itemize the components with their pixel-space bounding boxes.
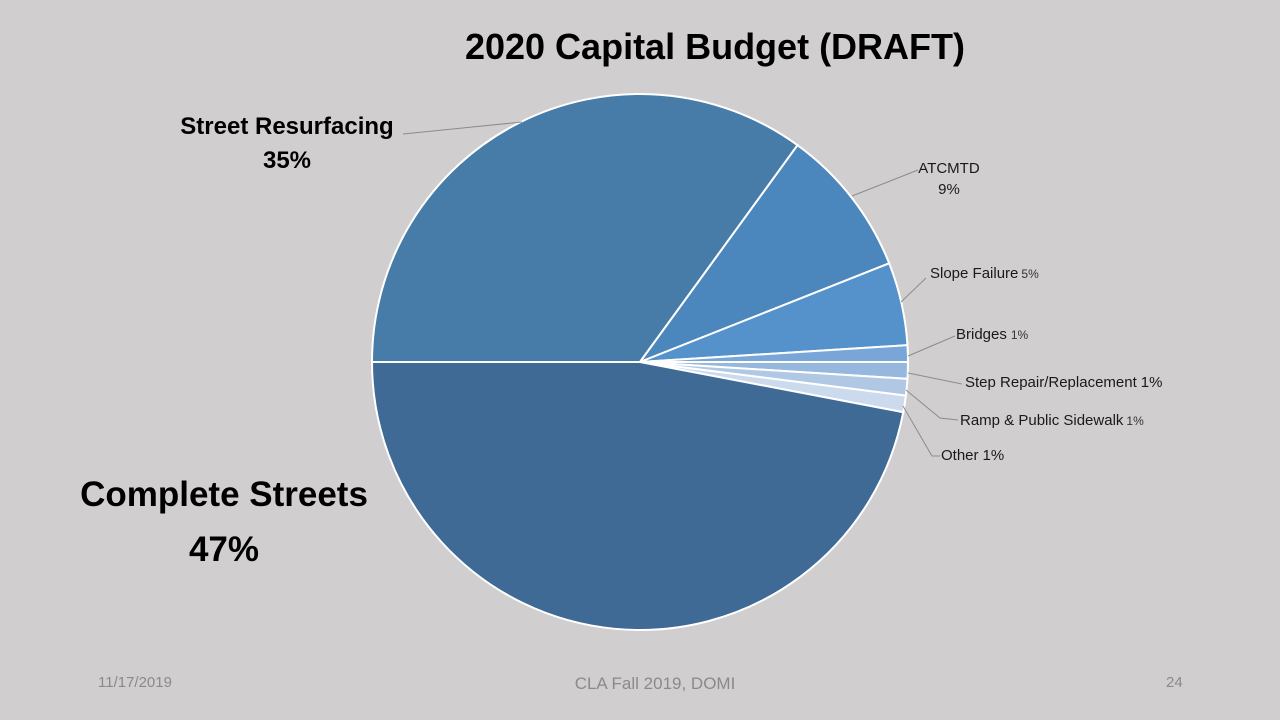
label-bridges-name: Bridges [956,326,1007,343]
label-other-value: 1% [983,447,1005,464]
label-atcmtd-name: ATCMTD [918,160,980,177]
label-bridges: Bridges 1% [956,326,1029,343]
pie-slice-complete-streets [370,361,905,631]
label-street-resurfacing-value: 35% [263,147,311,174]
label-step-repair-value: 1% [1141,374,1163,391]
leader-slope-failure [900,277,927,303]
label-complete-streets-value: 47% [189,530,259,569]
chart-title: 2020 Capital Budget (DRAFT) [464,26,966,67]
label-ramp-sidewalk: Ramp & Public Sidewalk 1% [960,412,1144,429]
leader-step-repair [907,372,963,385]
leader-lines [402,121,963,457]
label-slope-failure-value: 5% [1021,267,1039,281]
label-other-name: Other [941,447,979,464]
label-ramp-sidewalk-value: 1% [1126,414,1144,428]
label-complete-streets-name: Complete Streets [80,475,368,514]
label-atcmtd-value: 9% [938,181,960,198]
page-number: 24 [1166,674,1183,691]
label-street-resurfacing-name: Street Resurfacing [180,113,393,140]
label-slope-failure: Slope Failure 5% [930,265,1039,282]
pie-slice-atcmtd [637,143,891,365]
pie-slice-street-resurfacing [370,93,799,363]
slice-labels: Complete Streets 47% Street Resurfacing … [80,113,1162,569]
label-bridges-value: 1% [1011,328,1029,342]
label-slope-failure-name: Slope Failure [930,265,1018,282]
label-other: Other 1% [941,447,1004,464]
footer-date: 11/17/2019 [98,674,172,691]
leader-street-resurfacing [402,121,523,135]
footer-center: CLA Fall 2019, DOMI [574,674,736,693]
leader-atcmtd [851,169,919,197]
leader-other [902,405,940,457]
label-step-repair-name: Step Repair/Replacement [965,374,1138,391]
pie-slices [370,93,910,631]
label-ramp-sidewalk-name: Ramp & Public Sidewalk [960,412,1124,429]
label-step-repair: Step Repair/Replacement 1% [965,374,1162,391]
leader-ramp [905,389,959,421]
leader-bridges [907,335,956,357]
